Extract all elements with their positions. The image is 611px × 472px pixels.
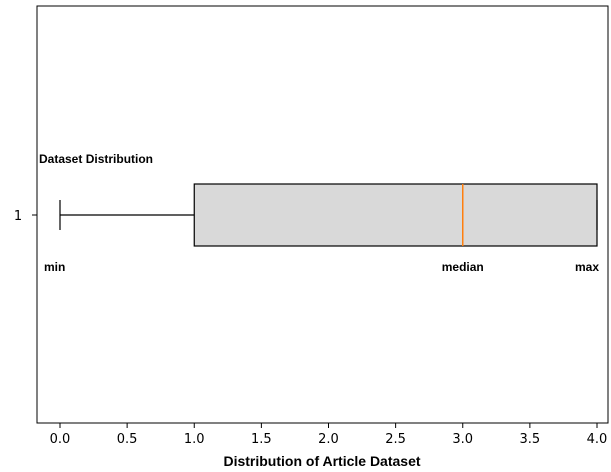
interquartile-box	[193, 183, 598, 247]
x-tick-label: 0.0	[50, 432, 71, 447]
x-tick-label: 3.5	[520, 432, 541, 447]
series-label: Dataset Distribution	[39, 152, 153, 166]
annotation-max: max	[575, 260, 599, 274]
x-tick-label: 2.5	[385, 432, 406, 447]
x-tick-label: 2.0	[318, 432, 339, 447]
x-tick-label: 3.0	[452, 432, 473, 447]
annotation-min: min	[44, 260, 65, 274]
x-tick-label: 4.0	[587, 432, 608, 447]
x-tick-label: 1.0	[184, 432, 205, 447]
x-axis-title: Distribution of Article Dataset	[223, 453, 420, 469]
x-tick-label: 0.5	[117, 432, 138, 447]
x-axis-ticks: 0.0 0.5 1.0 1.5 2.0 2.5 3.0 3.5 4.0	[50, 423, 608, 447]
x-tick-label: 1.5	[251, 432, 272, 447]
y-tick-label: 1	[14, 209, 22, 224]
boxplot-series	[59, 183, 598, 247]
annotation-median: median	[442, 260, 484, 274]
